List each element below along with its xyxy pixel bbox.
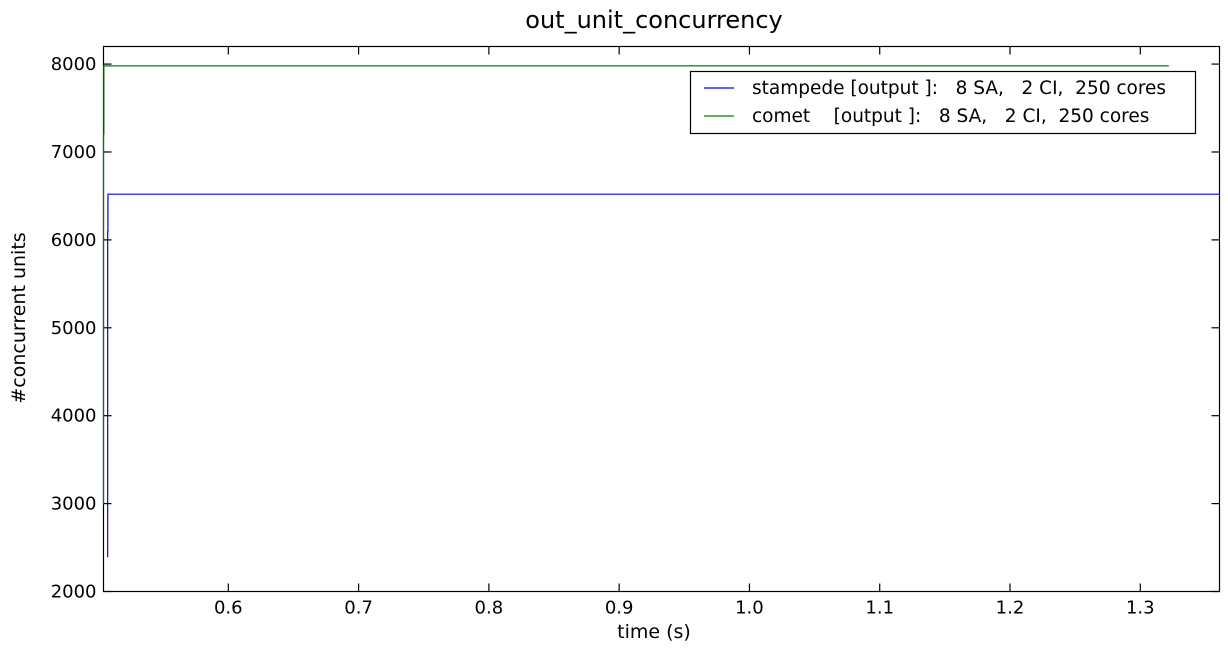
x-tick-label: 0.8 — [475, 598, 504, 619]
y-axis-ticks: 2000 3000 4000 5000 6000 7000 8000 — [51, 54, 1220, 603]
y-tick-label: 3000 — [51, 494, 97, 515]
legend-label-stampede: stampede [output ]: 8 SA, 2 CI, 250 core… — [752, 78, 1166, 99]
x-tick-label: 1.2 — [996, 598, 1025, 619]
x-tick-label: 1.1 — [865, 598, 894, 619]
y-tick-label: 8000 — [51, 54, 97, 75]
y-tick-label: 5000 — [51, 318, 97, 339]
x-tick-label: 1.0 — [735, 598, 764, 619]
y-axis-label: #concurrent units — [8, 232, 30, 403]
series-line-comet — [102, 65, 1169, 505]
chart-title: out_unit_concurrency — [525, 6, 782, 34]
x-tick-label: 0.6 — [214, 598, 243, 619]
x-tick-label: 1.3 — [1126, 598, 1155, 619]
y-tick-label: 6000 — [51, 230, 97, 251]
x-axis-ticks: 0.6 0.7 0.8 0.9 1.0 1.1 1.2 1.3 — [214, 46, 1155, 619]
legend: stampede [output ]: 8 SA, 2 CI, 250 core… — [689, 70, 1197, 135]
series-line-stampede — [107, 193, 1220, 558]
x-tick-label: 0.7 — [344, 598, 373, 619]
series-layer — [102, 65, 1220, 558]
y-tick-label: 2000 — [51, 582, 97, 603]
legend-label-comet: comet [output ]: 8 SA, 2 CI, 250 cores — [752, 106, 1149, 127]
y-tick-label: 4000 — [51, 406, 97, 427]
x-axis-label: time (s) — [617, 621, 691, 643]
legend-box — [689, 70, 1197, 135]
y-tick-label: 7000 — [51, 142, 97, 163]
x-tick-label: 0.9 — [605, 598, 634, 619]
